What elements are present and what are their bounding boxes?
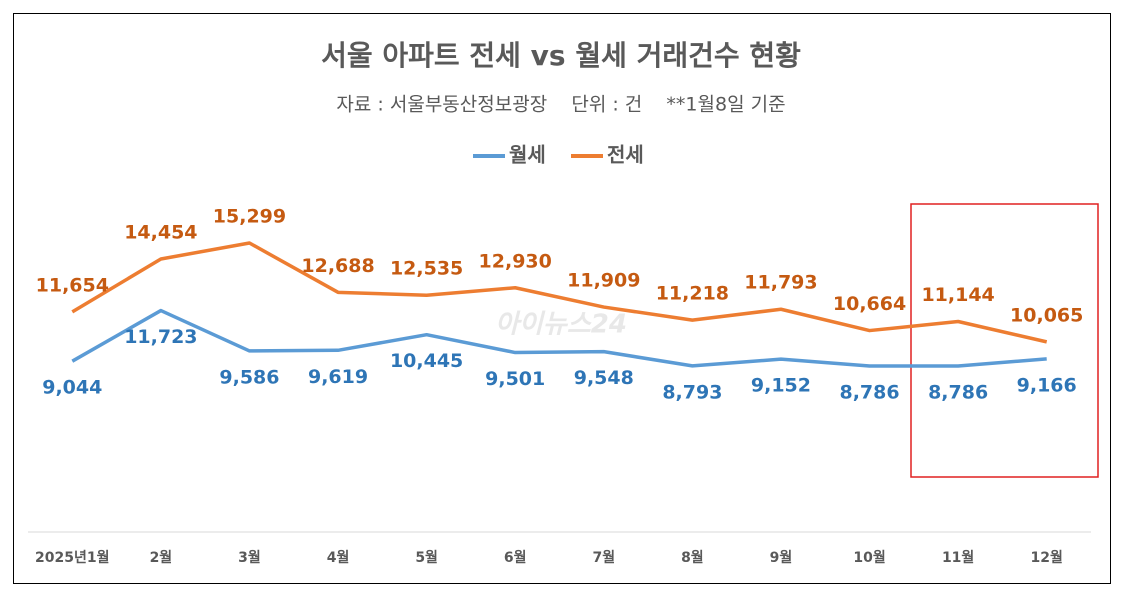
x-tick-label: 3월 [238,549,261,566]
data-label: 9,586 [219,366,279,388]
data-label: 8,786 [928,382,988,404]
x-tick-label: 7월 [592,549,615,566]
data-label: 11,218 [656,283,729,305]
data-label: 10,065 [1010,304,1083,326]
x-tick-label: 5월 [415,549,438,566]
data-label: 11,654 [36,274,109,296]
data-label: 8,786 [839,382,899,404]
data-label: 12,688 [301,255,374,277]
data-label: 14,454 [124,221,197,243]
legend-label: 전세 [607,143,644,167]
data-label: 12,535 [390,258,463,280]
series-line [71,241,1048,344]
data-label: 11,793 [744,272,817,294]
data-label: 9,152 [751,375,811,397]
x-tick-label: 2월 [150,549,173,566]
x-tick-label: 10월 [853,549,885,566]
x-tick-label: 9월 [770,549,793,566]
x-tick-label: 4월 [327,549,350,566]
data-label: 9,044 [42,377,102,399]
data-label: 11,909 [567,270,640,292]
data-label: 10,445 [390,350,463,372]
x-tick-label: 6월 [504,549,527,566]
x-tick-label: 12월 [1031,549,1063,566]
data-label: 9,619 [308,366,368,388]
data-label: 15,299 [213,206,286,228]
chart-title: 서울 아파트 전세 vs 월세 거래건수 현황 [321,39,801,72]
x-tick-label: 8월 [681,549,704,566]
legend-label: 월세 [509,143,546,167]
data-label: 9,548 [574,367,634,389]
watermark: 아이뉴스24 [495,310,627,340]
data-label: 10,664 [833,293,906,315]
data-label: 8,793 [662,381,722,403]
chart-subtitle: 자료 : 서울부동산정보광장 단위 : 건 **1월8일 기준 [336,94,785,116]
data-label: 11,144 [921,284,994,306]
highlight-box [910,203,1099,478]
x-tick-label: 11월 [942,549,974,566]
series-line [71,308,1047,368]
x-tick-label: 2025년1월 [35,549,109,566]
data-label: 9,166 [1017,374,1077,396]
data-label: 12,930 [479,250,552,272]
data-label: 11,723 [124,326,197,348]
data-label: 9,501 [485,368,545,390]
